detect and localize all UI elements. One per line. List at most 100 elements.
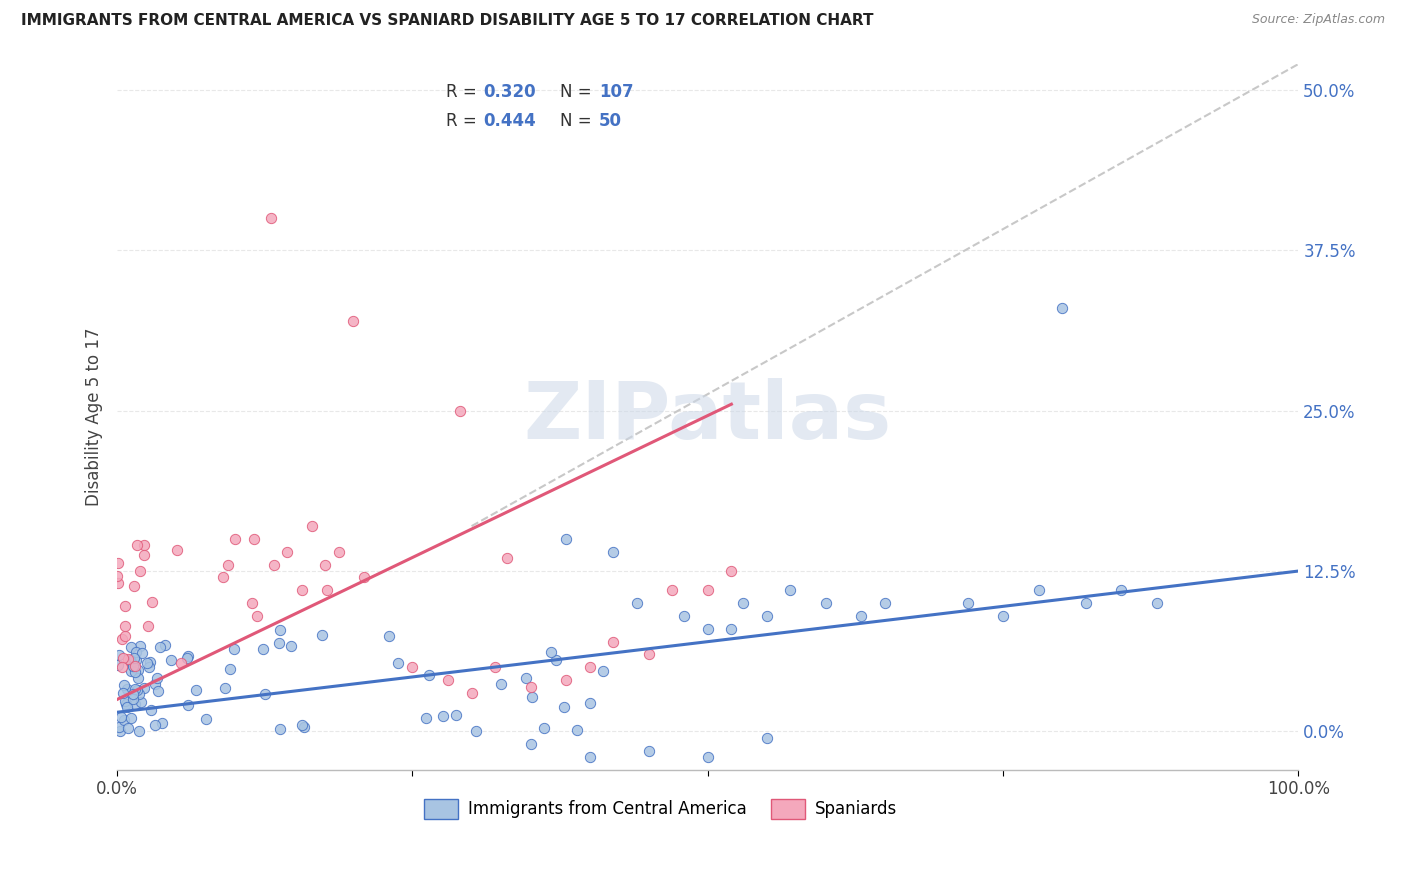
Point [112, 677, 135, 691]
Point [127, 671, 149, 685]
Point [432, 709, 454, 723]
Text: 0.320: 0.320 [484, 83, 536, 102]
Point [150, 716, 173, 731]
Point [122, 661, 145, 675]
Point [579, 696, 602, 710]
Point [125, 645, 148, 659]
Point [141, 595, 163, 609]
Point [544, 653, 567, 667]
Point [132, 548, 155, 562]
Point [252, 641, 274, 656]
Point [401, 660, 423, 674]
Point [280, 639, 302, 653]
Point [108, 648, 131, 663]
Point [112, 713, 135, 727]
Text: N =: N = [560, 83, 598, 102]
Point [224, 532, 246, 546]
Point [139, 655, 162, 669]
Text: R =: R = [446, 83, 482, 102]
Point [108, 720, 131, 734]
Point [125, 653, 148, 667]
Point [124, 697, 146, 711]
Point [1028, 583, 1050, 598]
Point [519, 737, 541, 751]
Point [124, 659, 146, 673]
Point [118, 653, 141, 667]
Text: 0.444: 0.444 [484, 112, 536, 129]
Point [122, 579, 145, 593]
Point [991, 609, 1014, 624]
Text: 50: 50 [599, 112, 621, 129]
Point [107, 576, 129, 591]
Point [242, 532, 264, 546]
Point [114, 599, 136, 613]
Point [315, 583, 337, 598]
Point [415, 711, 437, 725]
Point [260, 211, 283, 225]
Point [269, 623, 291, 637]
Point [110, 709, 132, 723]
Text: N =: N = [560, 112, 598, 129]
Point [378, 629, 401, 643]
Point [115, 699, 138, 714]
Text: IMMIGRANTS FROM CENTRAL AMERICA VS SPANIARD DISABILITY AGE 5 TO 17 CORRELATION C: IMMIGRANTS FROM CENTRAL AMERICA VS SPANI… [21, 13, 873, 29]
Point [565, 723, 588, 738]
Point [342, 314, 364, 328]
Point [496, 551, 519, 566]
Point [253, 687, 276, 701]
Point [114, 693, 136, 707]
Point [418, 668, 440, 682]
Point [127, 683, 149, 698]
Point [131, 646, 153, 660]
Point [1146, 596, 1168, 610]
Point [143, 718, 166, 732]
Point [107, 657, 129, 672]
Point [489, 677, 512, 691]
Point [143, 677, 166, 691]
Point [122, 692, 145, 706]
Point [291, 718, 314, 732]
Point [111, 632, 134, 647]
Point [166, 542, 188, 557]
Point [120, 655, 142, 669]
Point [160, 652, 183, 666]
Point [112, 686, 135, 700]
Point [136, 619, 159, 633]
Point [138, 660, 160, 674]
Text: 107: 107 [599, 83, 634, 102]
Point [437, 673, 460, 688]
Point [105, 569, 128, 583]
Point [387, 657, 409, 671]
Point [602, 634, 624, 648]
Point [637, 744, 659, 758]
Point [155, 638, 177, 652]
Text: R =: R = [446, 112, 482, 129]
Point [212, 570, 235, 584]
Point [194, 712, 217, 726]
Point [129, 695, 152, 709]
Point [127, 538, 149, 552]
Point [673, 609, 696, 624]
Point [139, 703, 162, 717]
Point [124, 681, 146, 696]
Point [465, 723, 488, 738]
Point [1074, 596, 1097, 610]
Point [170, 657, 193, 671]
Point [122, 659, 145, 673]
Point [177, 698, 200, 712]
Point [755, 609, 778, 624]
Point [186, 682, 208, 697]
Point [873, 596, 896, 610]
Point [1109, 583, 1132, 598]
Point [214, 681, 236, 695]
Point [720, 622, 742, 636]
Point [720, 564, 742, 578]
Point [114, 618, 136, 632]
Point [269, 635, 291, 649]
Point [122, 687, 145, 701]
Point [108, 724, 131, 739]
Point [120, 664, 142, 678]
Point [246, 609, 269, 624]
Point [1050, 301, 1073, 315]
Point [444, 707, 467, 722]
